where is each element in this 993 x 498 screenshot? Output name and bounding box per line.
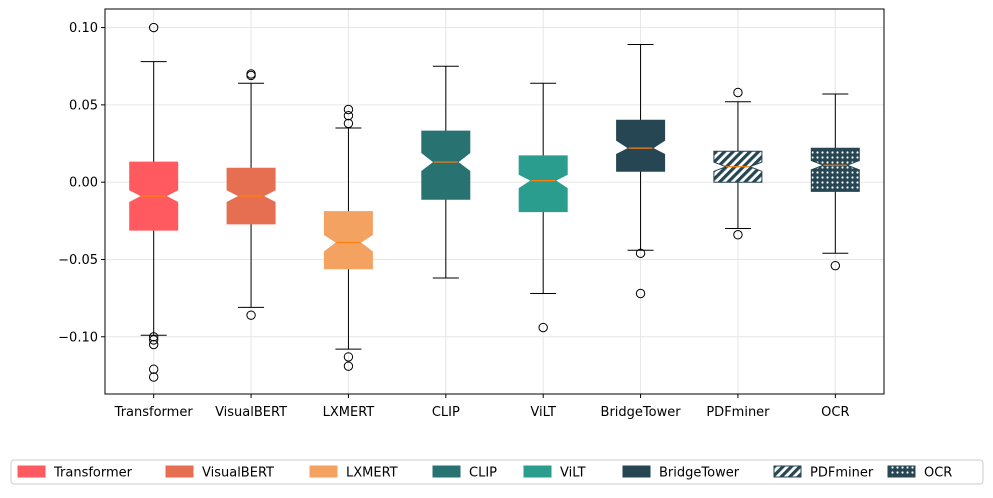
- legend-swatch: [523, 465, 552, 478]
- x-tick-label: VisualBERT: [215, 405, 287, 420]
- outlier-point: [148, 372, 159, 382]
- outlier-point: [343, 104, 354, 115]
- box-pdfminer: [713, 87, 763, 240]
- x-tick-label: LXMERT: [323, 405, 375, 420]
- y-tick-label: 0.05: [69, 98, 98, 113]
- legend-label: OCR: [924, 466, 952, 481]
- box-body: [810, 147, 860, 192]
- x-tick-label: Transformer: [114, 405, 194, 420]
- legend-label: PDFminer: [810, 466, 874, 481]
- outlier-point: [635, 288, 646, 299]
- legend-swatch: [165, 465, 194, 478]
- box-visualbert: [226, 69, 276, 320]
- plot-frame: [104, 8, 885, 395]
- legend-swatch: [432, 465, 461, 478]
- box-body: [518, 155, 568, 213]
- legend-item-clip: CLIP: [432, 465, 497, 481]
- box-vilt: [518, 82, 568, 333]
- outlier-point: [635, 248, 646, 258]
- x-tick-label: CLIP: [432, 405, 460, 420]
- outlier-point: [733, 230, 743, 240]
- legend-swatch: [773, 465, 802, 478]
- box-clip: [421, 65, 471, 279]
- y-tick-label: 0.10: [69, 21, 98, 36]
- outlier-point: [148, 339, 159, 350]
- grid: [105, 9, 884, 394]
- y-tick-label: −0.10: [58, 330, 98, 345]
- outlier-point: [343, 110, 354, 121]
- outlier-point: [148, 364, 159, 374]
- legend-swatch: [309, 465, 338, 478]
- box-body: [421, 130, 471, 200]
- legend-swatch: [887, 465, 916, 478]
- outlier-point: [733, 87, 743, 98]
- box-ocr: [810, 93, 860, 271]
- legend-frame: [10, 459, 984, 485]
- y-tick-label: −0.05: [58, 253, 98, 268]
- axes: −0.10 −0.05 0.00 0.05 0.10 Transformer VisualB…: [58, 21, 849, 420]
- legend-item-pdfminer: PDFminer: [773, 465, 874, 481]
- legend-item-lxmert: LXMERT: [309, 465, 398, 481]
- y-tick-label: 0.00: [69, 176, 98, 191]
- legend-label: ViLT: [560, 466, 586, 481]
- legend-item-bridgetower: BridgeTower: [622, 465, 740, 481]
- legend-label: LXMERT: [346, 466, 398, 481]
- legend: Transformer VisualBERT LXMERT CLIP ViLT Bridg…: [10, 459, 984, 485]
- legend-item-ocr: OCR: [887, 465, 952, 481]
- outlier-point: [148, 22, 159, 33]
- legend-label: BridgeTower: [659, 466, 740, 481]
- x-tick-label: OCR: [821, 405, 849, 420]
- outlier-point: [343, 361, 354, 371]
- x-tick-label: PDFminer: [706, 405, 770, 420]
- boxes: [129, 22, 860, 382]
- outlier-point: [246, 310, 256, 320]
- legend-label: VisualBERT: [202, 466, 274, 481]
- outlier-point: [246, 69, 256, 79]
- legend-label: Transformer: [53, 466, 133, 481]
- legend-item-visualbert: VisualBERT: [165, 465, 274, 481]
- outlier-point: [343, 352, 354, 362]
- outlier-point: [148, 335, 159, 345]
- outlier-point: [830, 260, 841, 271]
- outlier-point: [343, 118, 354, 129]
- legend-swatch: [622, 465, 651, 478]
- box-body: [323, 211, 373, 270]
- legend-swatch: [17, 465, 46, 478]
- box-transformer: [129, 22, 179, 382]
- legend-item-transformer: Transformer: [17, 465, 133, 481]
- outlier-point: [538, 322, 548, 333]
- box-bridgetower: [616, 44, 666, 299]
- legend-item-vilt: ViLT: [523, 465, 586, 481]
- x-tick-label: ViLT: [530, 405, 556, 420]
- outlier-point: [148, 332, 159, 342]
- box-lxmert: [323, 104, 373, 371]
- x-tick-label: BridgeTower: [601, 405, 682, 420]
- box-body: [616, 119, 666, 172]
- legend-label: CLIP: [469, 466, 497, 481]
